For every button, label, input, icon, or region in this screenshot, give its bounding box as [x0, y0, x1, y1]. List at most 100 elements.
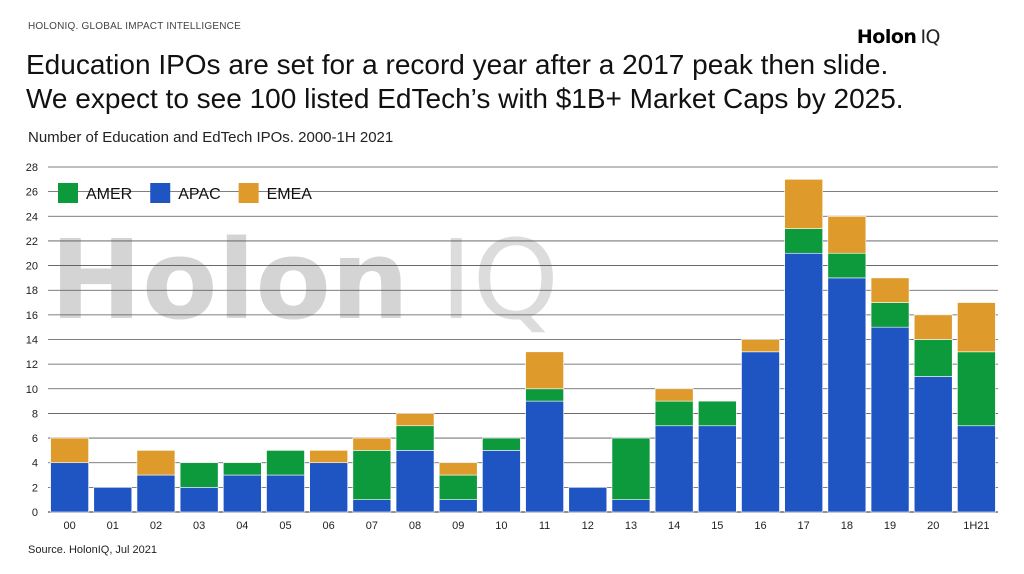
y-tick-label: 8	[32, 408, 38, 420]
y-tick-label: 2	[32, 482, 38, 494]
bar-amer-20	[913, 339, 953, 377]
bar-apac-09	[438, 499, 478, 513]
y-tick-label: 0	[32, 507, 38, 519]
x-tick-label: 11	[539, 520, 550, 532]
legend-label-amer: AMER	[86, 186, 132, 203]
bar-amer-19	[870, 302, 910, 328]
x-tick-label: 06	[323, 520, 335, 532]
y-tick-label: 28	[26, 162, 38, 174]
x-axis-ticks: 00 01 02 03 04 05 06 07 08 09 10 11 12 13 14 15 16 17 18 19…	[63, 520, 989, 532]
bar-amer-1H21	[957, 351, 996, 427]
watermark: Holon IQ	[50, 216, 559, 344]
bar-apac-10	[482, 450, 521, 513]
legend: AMER APAC EMEA	[58, 183, 312, 203]
bar-apac-00	[50, 462, 89, 513]
x-tick-label: 09	[452, 520, 464, 532]
headline: Education IPOs are set for a record year…	[26, 48, 1006, 116]
bar-emea-14	[654, 388, 694, 402]
y-tick-label: 22	[26, 236, 38, 248]
bar-apac-19	[870, 326, 910, 513]
legend-label-emea: EMEA	[267, 186, 313, 203]
logo-main-text: Holon	[856, 26, 917, 48]
x-tick-label: 10	[495, 520, 507, 532]
x-tick-label: 20	[927, 520, 939, 532]
bar-amer-10	[482, 437, 521, 451]
x-tick-label: 1H21	[963, 520, 989, 532]
bar-emea-19	[870, 277, 910, 303]
bar-apac-13	[611, 499, 651, 513]
bar-amer-13	[611, 437, 651, 500]
bar-apac-11	[525, 400, 564, 513]
bar-apac-14	[654, 425, 694, 513]
bar-apac-07	[352, 499, 392, 513]
y-tick-label: 18	[26, 285, 38, 297]
x-tick-label: 13	[625, 520, 637, 532]
x-tick-label: 05	[279, 520, 291, 532]
bars	[50, 179, 996, 513]
bar-emea-11	[525, 351, 564, 390]
bar-amer-08	[395, 425, 435, 451]
x-tick-label: 17	[798, 520, 810, 532]
holoniq-logo: Holon IQ	[856, 26, 941, 48]
bar-emea-07	[352, 437, 392, 451]
bar-emea-1H21	[957, 302, 996, 353]
x-tick-label: 00	[63, 520, 75, 532]
y-tick-label: 26	[26, 187, 38, 199]
y-tick-label: 24	[26, 211, 38, 223]
x-tick-label: 02	[150, 520, 162, 532]
bar-emea-08	[395, 413, 435, 427]
bar-apac-20	[913, 376, 953, 513]
y-tick-label: 16	[26, 310, 38, 322]
bar-amer-18	[827, 252, 867, 279]
bar-amer-17	[784, 228, 823, 254]
chart-subtitle: Number of Education and EdTech IPOs. 200…	[28, 129, 394, 146]
x-tick-label: 12	[582, 520, 594, 532]
legend-swatch-amer	[58, 183, 78, 203]
y-tick-label: 20	[26, 261, 38, 273]
x-tick-label: 08	[409, 520, 421, 532]
bar-apac-1H21	[957, 425, 996, 513]
y-tick-label: 6	[32, 433, 38, 445]
bar-amer-15	[698, 400, 737, 427]
headline-line-2: We expect to see 100 listed EdTech’s wit…	[26, 83, 904, 114]
bar-apac-02	[136, 474, 176, 513]
watermark-main-text: Holon	[50, 216, 409, 344]
bar-apac-08	[395, 450, 435, 513]
bar-amer-11	[525, 388, 564, 402]
x-tick-label: 01	[107, 520, 119, 532]
bar-apac-16	[741, 351, 780, 513]
legend-swatch-apac	[150, 183, 171, 203]
bar-amer-14	[654, 400, 694, 427]
legend-swatch-emea	[238, 183, 259, 203]
bar-apac-12	[568, 487, 608, 513]
bar-emea-06	[309, 450, 348, 464]
bar-apac-17	[784, 252, 823, 513]
logo-suffix-text: IQ	[920, 26, 940, 48]
x-tick-label: 19	[884, 520, 896, 532]
bar-emea-18	[827, 215, 867, 254]
bar-emea-02	[136, 450, 176, 476]
bar-amer-09	[438, 474, 478, 500]
x-tick-label: 04	[236, 520, 248, 532]
watermark-suffix-text: IQ	[440, 216, 559, 344]
bar-amer-04	[223, 462, 262, 476]
headline-line-1: Education IPOs are set for a record year…	[26, 49, 889, 80]
y-tick-label: 14	[26, 335, 38, 347]
bar-emea-17	[784, 179, 823, 229]
y-tick-label: 10	[26, 384, 38, 396]
bar-emea-00	[50, 437, 89, 464]
x-tick-label: 03	[193, 520, 205, 532]
bar-apac-04	[223, 474, 262, 513]
bar-apac-05	[266, 474, 305, 513]
x-tick-label: 15	[711, 520, 723, 532]
bar-amer-03	[179, 462, 219, 488]
bar-amer-05	[266, 450, 305, 476]
bar-apac-06	[309, 462, 348, 513]
y-tick-label: 12	[26, 359, 38, 371]
bar-apac-01	[93, 487, 133, 513]
bar-emea-16	[741, 339, 780, 353]
bar-apac-18	[827, 277, 867, 513]
bar-emea-20	[913, 314, 953, 340]
